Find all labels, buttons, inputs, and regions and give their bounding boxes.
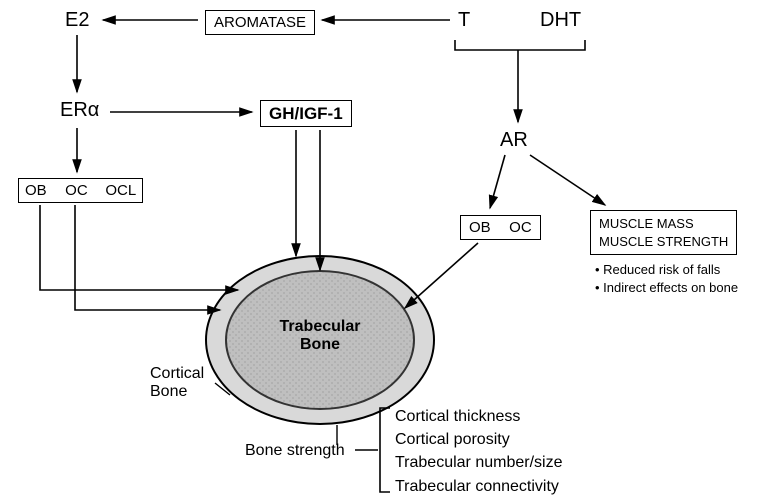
oc-text-r: OC	[509, 220, 532, 235]
muscle-line1: MUSCLE MASS	[599, 216, 694, 231]
ocl-text: OCL	[105, 183, 136, 198]
cortical-label: Cortical Bone	[150, 365, 204, 401]
trabecular-label-l1: Trabecular	[280, 318, 361, 335]
node-gh-igf1: GH/IGF-1	[260, 100, 352, 127]
bullet-falls: • Reduced risk of falls	[595, 262, 720, 277]
bone-strength-label: Bone strength	[245, 442, 345, 460]
ghigf-text: GH/IGF-1	[269, 104, 343, 123]
bullet-indirect: • Indirect effects on bone	[595, 280, 738, 295]
strength-item-cortical-porosity: Cortical porosity	[395, 428, 562, 451]
node-aromatase: AROMATASE	[205, 10, 315, 35]
node-e2: E2	[65, 10, 89, 30]
dht-text: DHT	[540, 9, 581, 31]
ob-text-r: OB	[469, 220, 505, 235]
strength-item-cortical-thickness: Cortical thickness	[395, 405, 562, 428]
node-muscle: MUSCLE MASS MUSCLE STRENGTH	[590, 210, 737, 255]
node-dht: DHT	[540, 10, 581, 30]
cortical-label-l2: Bone	[150, 383, 187, 400]
strength-item-trabecular-connectivity: Trabecular connectivity	[395, 475, 562, 498]
trabecular-bone-core: Trabecular Bone	[225, 270, 415, 410]
node-ar: AR	[500, 130, 528, 150]
t-text: T	[458, 9, 470, 31]
bone-strength-text: Bone strength	[245, 442, 345, 459]
trabecular-label-l2: Bone	[300, 336, 340, 353]
node-ob-oc: OB OC	[460, 215, 541, 240]
bone-strength-list: Cortical thickness Cortical porosity Tra…	[395, 405, 562, 498]
bullet-indirect-text: Indirect effects on bone	[603, 280, 738, 295]
bone-cross-section: Trabecular Bone	[205, 255, 435, 425]
era-text: ERα	[60, 99, 99, 121]
ar-text: AR	[500, 129, 528, 151]
bullet-falls-text: Reduced risk of falls	[603, 262, 720, 277]
e2-text: E2	[65, 9, 89, 31]
trabecular-label: Trabecular Bone	[227, 318, 413, 355]
strength-item-trabecular-number: Trabecular number/size	[395, 451, 562, 474]
ob-text: OB	[25, 183, 61, 198]
node-t: T	[458, 10, 470, 30]
oc-text: OC	[65, 183, 101, 198]
muscle-line2: MUSCLE STRENGTH	[599, 234, 728, 249]
node-er-alpha: ERα	[60, 100, 99, 120]
aromatase-text: AROMATASE	[214, 14, 306, 31]
cortical-label-l1: Cortical	[150, 365, 204, 382]
node-ob-oc-ocl: OB OC OCL	[18, 178, 143, 203]
